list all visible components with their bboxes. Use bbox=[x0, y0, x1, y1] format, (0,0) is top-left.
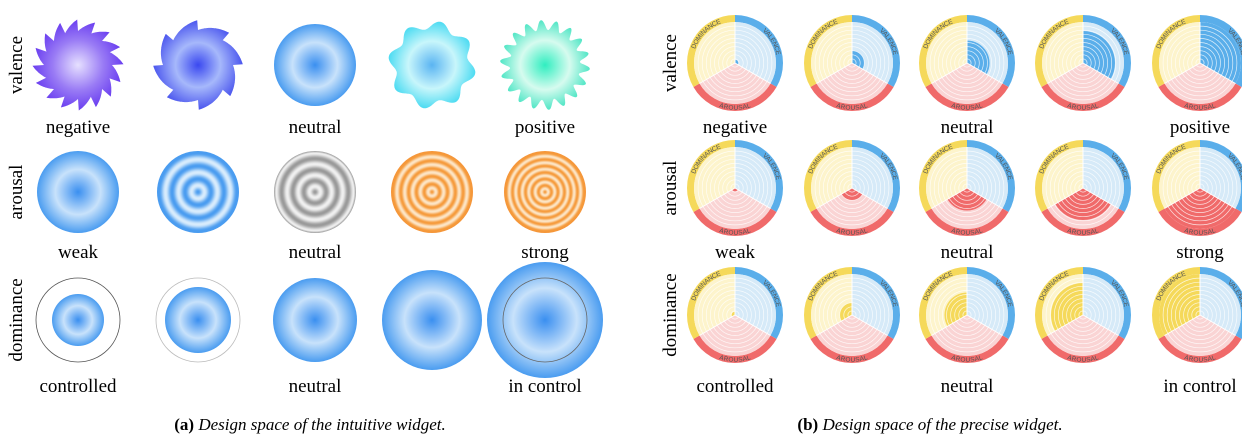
row-label: dominance bbox=[660, 273, 681, 356]
column-label: neutral bbox=[289, 242, 342, 263]
dominance-shape bbox=[165, 287, 231, 353]
column-label: in control bbox=[1163, 376, 1236, 397]
precise-widget: VALENCEDOMINANCEAROUSAL bbox=[919, 140, 1015, 237]
valence-shape bbox=[389, 22, 476, 109]
column-label: positive bbox=[1170, 117, 1230, 138]
arousal-shape bbox=[504, 151, 586, 233]
column-label: negative bbox=[703, 117, 767, 138]
column-label: controlled bbox=[39, 376, 117, 397]
arousal-shape bbox=[157, 151, 239, 233]
row-label: valence bbox=[660, 34, 681, 92]
column-label: neutral bbox=[289, 117, 342, 138]
valence-shape bbox=[33, 20, 124, 111]
column-label: controlled bbox=[696, 376, 774, 397]
column-label: strong bbox=[521, 242, 569, 263]
column-label: neutral bbox=[941, 376, 994, 397]
column-label: neutral bbox=[289, 376, 342, 397]
caption-label: (a) bbox=[174, 415, 194, 434]
valence-shape bbox=[153, 20, 243, 110]
row-label: arousal bbox=[6, 165, 27, 220]
figure: (a) Design space of the intuitive widget… bbox=[0, 0, 1242, 440]
precise-widget: VALENCEDOMINANCEAROUSAL bbox=[1152, 15, 1242, 112]
valence-shape bbox=[274, 24, 356, 106]
column-label: weak bbox=[58, 242, 99, 263]
row-label: arousal bbox=[660, 161, 681, 216]
dominance-shape bbox=[487, 262, 603, 378]
column-label: negative bbox=[46, 117, 110, 138]
dominance-shape bbox=[52, 294, 104, 346]
column-label: neutral bbox=[941, 242, 994, 263]
column-label: in control bbox=[508, 376, 581, 397]
precise-widget: VALENCEDOMINANCEAROUSAL bbox=[804, 140, 900, 237]
column-label: neutral bbox=[941, 117, 994, 138]
column-label: strong bbox=[1176, 242, 1224, 263]
precise-widget: VALENCEDOMINANCEAROUSAL bbox=[1035, 140, 1131, 237]
dominance-shape bbox=[273, 278, 357, 362]
column-label: weak bbox=[715, 242, 756, 263]
valence-shape bbox=[500, 20, 590, 110]
precise-widget: VALENCEDOMINANCEAROUSAL bbox=[687, 140, 783, 237]
precise-widget: VALENCEDOMINANCEAROUSAL bbox=[1035, 267, 1131, 364]
caption-b: (b) Design space of the precise widget. bbox=[797, 415, 1062, 434]
column-label: positive bbox=[515, 117, 575, 138]
caption-label: (b) bbox=[797, 415, 818, 434]
caption-text: Design space of the precise widget. bbox=[821, 415, 1062, 434]
dominance-shape bbox=[382, 270, 482, 370]
row-label: dominance bbox=[6, 278, 27, 361]
caption-a: (a) Design space of the intuitive widget… bbox=[174, 415, 445, 434]
caption-text: Design space of the intuitive widget. bbox=[197, 415, 445, 434]
row-label: valence bbox=[6, 36, 27, 94]
arousal-shape bbox=[391, 151, 473, 233]
arousal-shape bbox=[37, 151, 119, 233]
arousal-shape bbox=[274, 151, 356, 233]
